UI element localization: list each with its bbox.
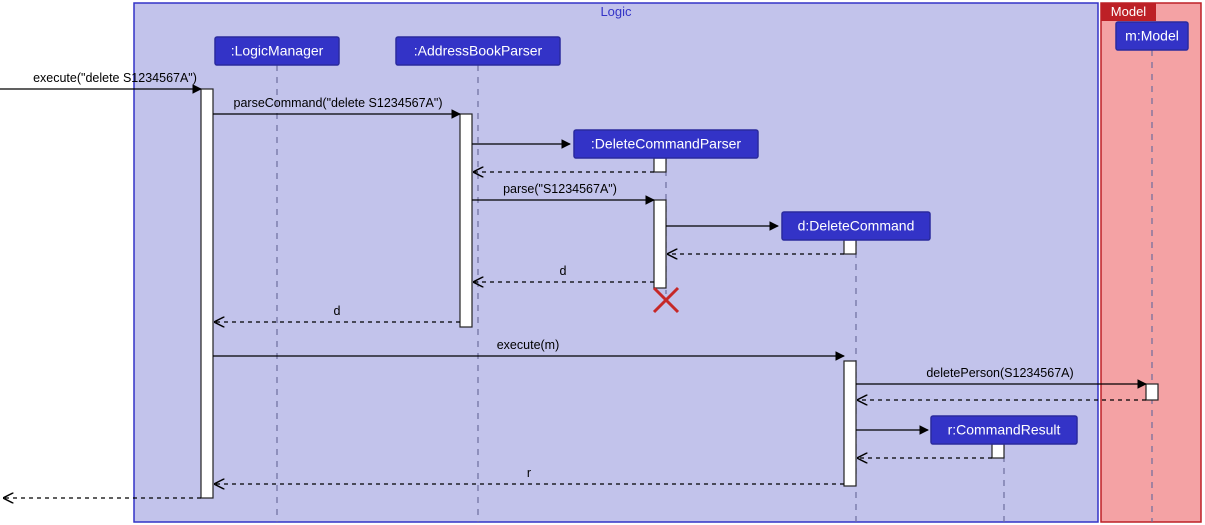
- message-10-label: deletePerson(S1234567A): [926, 366, 1073, 380]
- message-14-label: r: [527, 466, 531, 480]
- frame-logic-label: Logic: [600, 4, 632, 19]
- frame-model: [1101, 3, 1201, 522]
- activation-4: [844, 240, 856, 254]
- participant-deleteCommand-label: d:DeleteCommand: [798, 218, 915, 234]
- participant-addressBookParser-label: :AddressBookParser: [414, 43, 543, 59]
- message-0-label: execute("delete S1234567A"): [33, 71, 197, 85]
- activation-2: [654, 158, 666, 172]
- activation-0: [201, 89, 213, 498]
- participant-model-label: m:Model: [1125, 28, 1179, 44]
- message-7-label: d: [560, 264, 567, 278]
- message-4-label: parse("S1234567A"): [503, 182, 617, 196]
- message-1-label: parseCommand("delete S1234567A"): [234, 96, 443, 110]
- activation-7: [1146, 384, 1158, 400]
- sequence-diagram: Logic Model :LogicManager :AddressBookParse…: [0, 0, 1205, 525]
- participant-deleteCommandParser-label: :DeleteCommandParser: [591, 136, 742, 152]
- activation-1: [460, 114, 472, 327]
- activation-6: [992, 444, 1004, 458]
- frame-model-label: Model: [1111, 4, 1147, 19]
- message-9-label: execute(m): [497, 338, 560, 352]
- activation-5: [844, 361, 856, 486]
- participant-logicManager-label: :LogicManager: [231, 43, 324, 59]
- activation-3: [654, 200, 666, 288]
- message-8-label: d: [334, 304, 341, 318]
- participant-commandResult-label: r:CommandResult: [948, 422, 1061, 438]
